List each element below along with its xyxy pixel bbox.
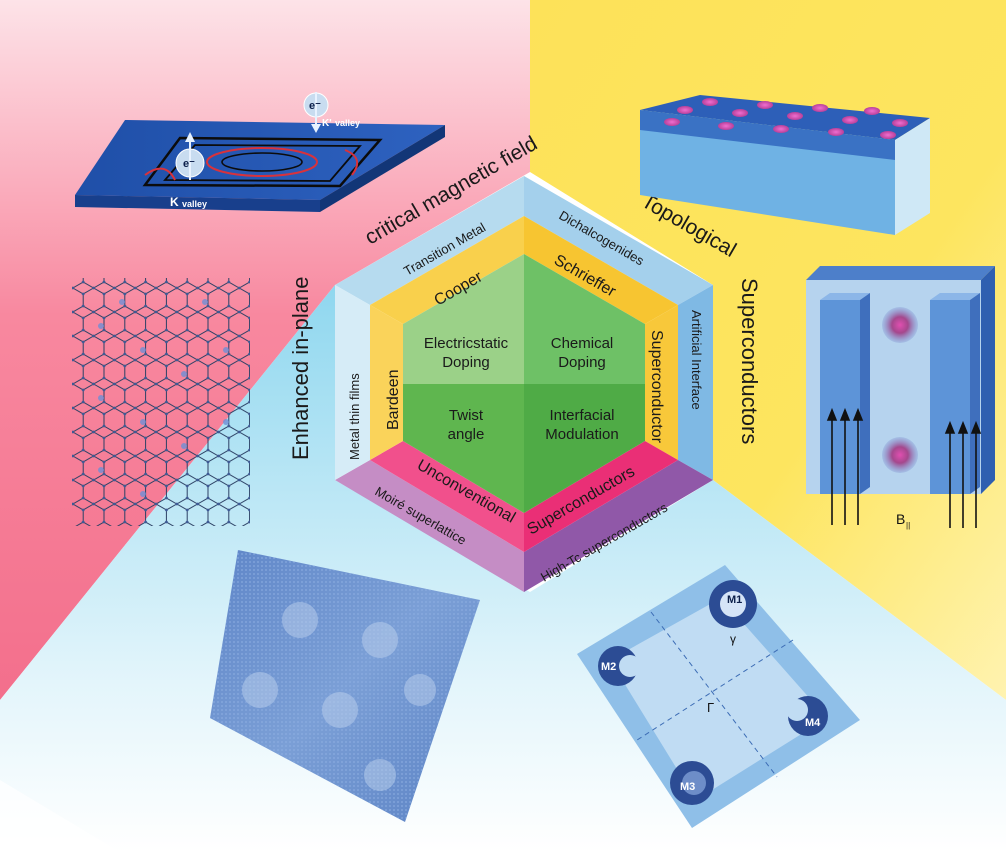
field-label: B [896, 511, 905, 527]
label-gamma-small: γ [730, 632, 736, 646]
pocket-m1: M1 [709, 580, 757, 628]
core-interfacial-modulation: Modulation [545, 426, 618, 443]
core-labels: Electricstatic Doping Chemical Doping Tw… [424, 335, 619, 443]
label-m1: M1 [727, 594, 742, 606]
vortex-upper [882, 307, 918, 343]
k-valley-sub: valley [182, 199, 207, 209]
label-enhanced-inplane: Enhanced in-plane [288, 277, 313, 460]
core-chemical: Chemical [551, 335, 614, 352]
materials-seg-top-left [335, 176, 524, 305]
theory-bardeen: Bardeen [385, 370, 402, 431]
materials-seg-bottom-right [524, 460, 713, 592]
pocket-m2: M2 [598, 646, 641, 686]
core-twist-angle: angle [448, 426, 485, 443]
materials-seg-top-right [524, 176, 713, 305]
pocket-m4: M4 [786, 696, 828, 736]
core-q1 [403, 254, 524, 384]
theory-seg-left [370, 305, 403, 460]
theory-seg-bottom-left [370, 441, 524, 552]
vortex-lattice-slab [640, 95, 930, 235]
label-m4: M4 [805, 717, 821, 729]
core-q4 [524, 384, 645, 513]
theory-superconductor: Superconductor [648, 330, 665, 444]
label-m3: M3 [680, 781, 695, 793]
theory-seg-right [645, 305, 678, 460]
vortex-dots [664, 98, 908, 139]
core-electrostatic: Electricstatic [424, 335, 509, 352]
moire-superlattice-panel [210, 550, 480, 822]
field-sub: || [906, 521, 910, 530]
hexagon-rings [335, 176, 713, 592]
field-arrows [826, 407, 982, 528]
core-twist: Twist [449, 407, 484, 424]
materials-seg-left [335, 285, 370, 480]
vortex-channel-panel: B || [806, 266, 995, 530]
materials-seg-right [678, 285, 713, 480]
k-valley-label: K [170, 195, 179, 209]
label-gamma: Γ [707, 700, 714, 715]
materials-metal-thin-films: Metal thin films [347, 373, 362, 460]
electron-label-upper: e⁻ [309, 100, 321, 112]
brillouin-zone-panel: M1 M2 M4 M3 γ Γ [577, 565, 860, 828]
materials-seg-bottom-left [335, 460, 524, 592]
theory-seg-bottom-right [524, 441, 678, 552]
core-interfacial: Interfacial [549, 407, 614, 424]
kp-valley-label: K' [322, 118, 332, 129]
core-q2 [524, 254, 645, 384]
theory-seg-top-right [524, 216, 678, 324]
core-q3 [403, 384, 524, 513]
core-electrostatic-doping: Doping [442, 354, 490, 371]
vortex-lower [882, 437, 918, 473]
core-chemical-doping: Doping [558, 354, 606, 371]
electron-label-lower: e⁻ [183, 158, 195, 170]
label-superconductors-outer: Superconductors [737, 278, 762, 444]
pocket-m3: M3 [670, 761, 714, 805]
kp-valley-sub: valley [335, 118, 360, 128]
ising-valley-panel: e⁻ e⁻ K valley K' valley [75, 92, 445, 212]
label-m2: M2 [601, 661, 616, 673]
honeycomb-lattice [72, 278, 250, 526]
theory-seg-top-left [370, 216, 524, 324]
materials-artificial-interface: Artificial Interface [689, 310, 704, 410]
